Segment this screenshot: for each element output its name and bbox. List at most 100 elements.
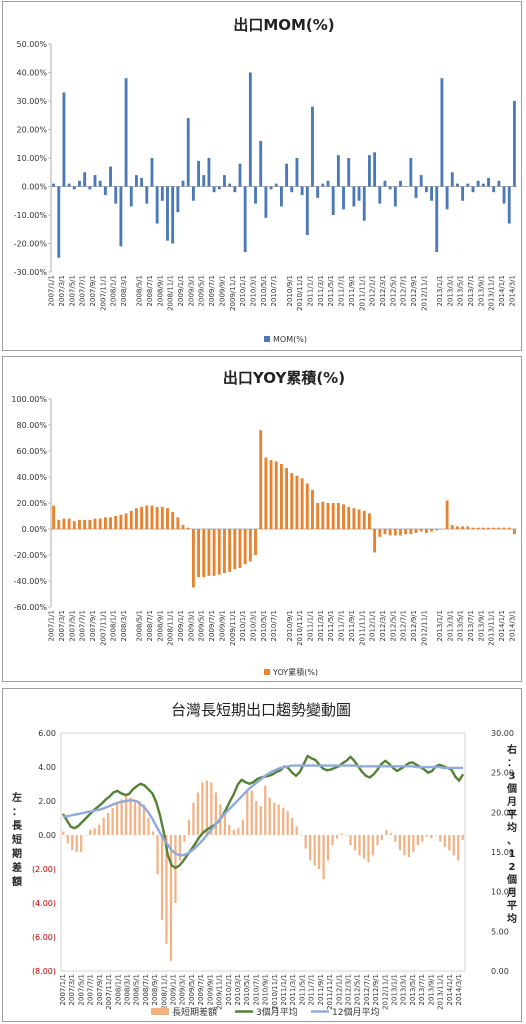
diff-bar <box>371 835 375 856</box>
avg12-line <box>62 764 464 857</box>
diff-bar <box>385 829 388 835</box>
bar <box>103 517 107 529</box>
bar <box>248 529 252 562</box>
x-tick-label: 2012/5/1 <box>354 974 362 1005</box>
bar <box>466 526 470 529</box>
x-tick-label: 2011/5/1 <box>327 275 335 306</box>
x-tick-label: 2011/7/1 <box>338 275 346 306</box>
x-tick-label: 2011/7/1 <box>338 610 346 641</box>
x-tick-label: 2010/11/1 <box>296 610 304 646</box>
bar <box>114 516 118 529</box>
mom-chart: 出口MOM(%) 50.00% 40.00% 30.00% 20.00% 10.00% 0.… <box>14 16 517 344</box>
x-tick-label: 2014/1/1 <box>446 974 454 1005</box>
bar <box>440 529 444 530</box>
x-tick-label: 2012/11/1 <box>420 275 428 311</box>
bar <box>342 504 345 529</box>
x-tick-label: 2009/7/1 <box>208 275 216 306</box>
bar <box>166 186 169 241</box>
x-tick-label: 2011/11/1 <box>326 974 334 1010</box>
x-tick-label: 2007/11/1 <box>99 610 107 646</box>
bar <box>254 186 257 204</box>
bar <box>456 526 459 529</box>
bar <box>181 180 185 187</box>
left-tick-label: 4.00 <box>38 763 56 772</box>
bar <box>481 183 485 187</box>
x-tick-label: 2014/1/1 <box>498 610 506 641</box>
x-tick-label: 2007/3/1 <box>58 610 66 641</box>
bar <box>487 527 490 529</box>
left-axis-label-char: 短 <box>12 833 22 846</box>
bar <box>119 514 123 529</box>
diff-bar <box>273 802 276 835</box>
diff-bar <box>443 835 446 847</box>
x-tick-label: 2012/9/1 <box>410 275 418 306</box>
bar <box>383 529 387 535</box>
diff-bar <box>457 835 460 861</box>
diff-bar <box>380 835 384 841</box>
bar <box>72 521 76 529</box>
x-tick-label: 2007/7/1 <box>87 974 95 1005</box>
x-tick-label: 2013/7/1 <box>418 974 426 1005</box>
x-tick-label: 2011/11/1 <box>358 610 366 646</box>
bar <box>404 186 408 187</box>
x-tick-label: 2013/11/1 <box>488 275 496 311</box>
diff-bar <box>142 804 146 835</box>
diff-bar <box>407 835 411 858</box>
bar <box>445 500 449 529</box>
bar <box>445 186 449 210</box>
bar <box>176 517 180 529</box>
bar <box>419 529 423 532</box>
bar <box>212 186 216 193</box>
bar <box>160 186 164 201</box>
bar <box>305 483 309 529</box>
bar <box>295 475 299 529</box>
x-tick-label: 2013/9/1 <box>477 610 485 641</box>
bar <box>368 513 371 529</box>
bar <box>88 186 92 190</box>
diff-bar <box>192 802 195 835</box>
diff-bar <box>102 818 105 835</box>
bar <box>155 506 159 529</box>
bar <box>388 529 392 536</box>
diff-bar <box>196 792 200 835</box>
x-tick-label: 2013/3/1 <box>446 275 454 306</box>
y-tick-label: 10.00% <box>16 154 47 163</box>
bar <box>440 78 444 187</box>
y-tick-label: 0.00% <box>22 525 48 534</box>
x-tick-label: 2012/7/1 <box>363 974 371 1005</box>
bar <box>419 175 423 187</box>
x-tick-label: 2008/9/1 <box>156 275 164 306</box>
left-axis-label-char: 期 <box>12 847 22 860</box>
x-tick-label: 2013/11/1 <box>437 974 445 1010</box>
bar <box>78 180 81 187</box>
diff-bar <box>205 780 209 835</box>
bar <box>378 186 382 204</box>
x-tick-label: 2011/1/1 <box>306 275 314 306</box>
x-tick-label: 2011/3/1 <box>289 974 297 1005</box>
bar <box>347 506 351 529</box>
diff-bar <box>313 835 316 866</box>
diff-bar <box>362 835 366 859</box>
diff-bar <box>353 835 357 851</box>
x-tick-label: 2013/1/1 <box>436 275 444 306</box>
bar <box>98 180 102 187</box>
x-tick-label: 2012/5/1 <box>389 610 397 641</box>
bar <box>290 473 294 529</box>
x-tick-label: 2007/1/1 <box>59 974 67 1005</box>
diff-bar <box>246 789 249 835</box>
diff-bar <box>394 835 397 842</box>
diff-bar <box>295 826 298 835</box>
right-tick-label: 5.00 <box>491 927 509 936</box>
right-tick-label: 20.00 <box>491 808 514 817</box>
x-tick-label: 2008/3/1 <box>120 275 128 306</box>
diff-bar <box>317 835 321 869</box>
x-tick-label: 2012/3/1 <box>379 610 387 641</box>
bar <box>424 529 428 533</box>
trend-chart-panel: 台灣長短期出口趨勢變動圖 6.00 4.00 2.00 0.00 (2.00) (4.00)… <box>2 688 522 1022</box>
x-tick-label: 2008/5/1 <box>136 275 144 306</box>
x-tick-label: 2010/5/1 <box>243 974 251 1005</box>
x-tick-label: 2013/3/1 <box>400 974 408 1005</box>
diff-bar <box>228 824 231 835</box>
bar <box>264 186 268 218</box>
bar <box>238 163 242 187</box>
